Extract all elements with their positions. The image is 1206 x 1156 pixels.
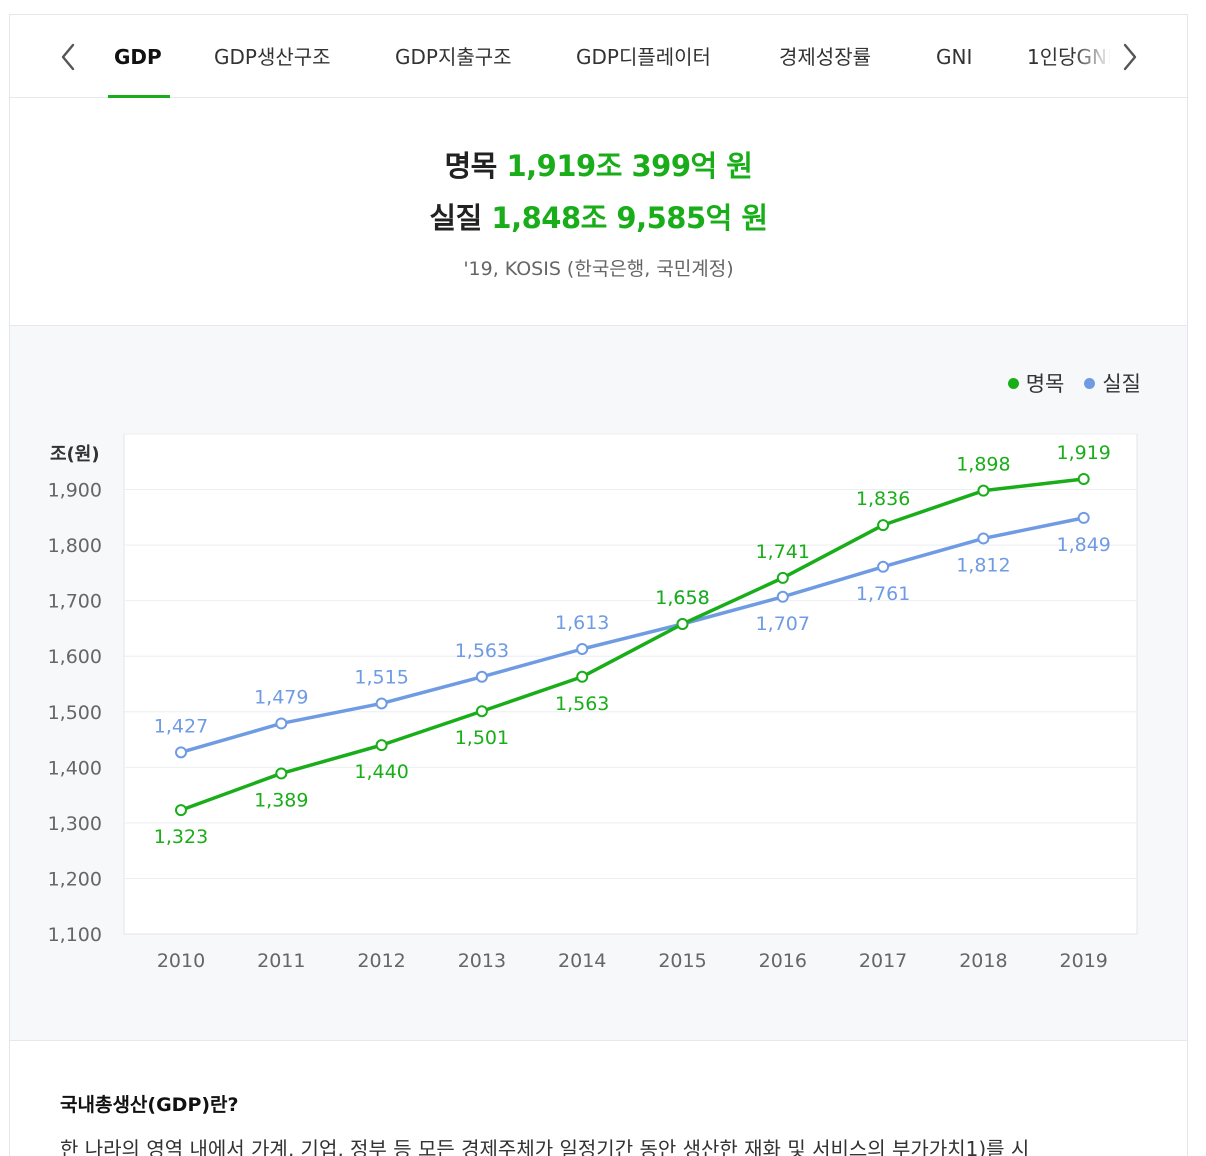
y-tick-label: 1,800	[48, 535, 102, 557]
x-tick-label: 2012	[357, 950, 405, 972]
data-point-nominal	[776, 571, 789, 584]
nominal-label: 명목	[444, 149, 498, 183]
data-label-real: 1,849	[1056, 534, 1110, 556]
y-tick-label: 1,700	[48, 591, 102, 613]
data-label-real: 1,707	[756, 613, 810, 635]
y-tick-label: 1,100	[48, 924, 102, 946]
data-point-nominal	[877, 519, 890, 532]
legend-item-real[interactable]: 실질	[1084, 368, 1141, 398]
x-tick-label: 2010	[157, 950, 205, 972]
x-tick-label: 2018	[959, 950, 1007, 972]
tab-gdp-deflator[interactable]: GDP디플레이터	[576, 45, 711, 69]
data-label-real: 1,658	[655, 587, 709, 609]
x-tick-label: 2013	[458, 950, 506, 972]
x-tick-label: 2015	[658, 950, 706, 972]
data-label-real: 1,761	[856, 583, 910, 605]
data-label-nominal: 1,501	[455, 727, 509, 749]
series-line-real	[179, 516, 1086, 755]
data-point-real	[475, 670, 488, 683]
tab-gdp-production[interactable]: GDP생산구조	[214, 45, 331, 69]
data-label-nominal: 1,898	[956, 454, 1010, 476]
y-tick-label: 1,600	[48, 646, 102, 668]
chevron-right-icon[interactable]	[1116, 37, 1144, 77]
data-point-nominal	[175, 804, 187, 817]
tab-gdp[interactable]: GDP	[108, 15, 170, 98]
x-tick-label: 2016	[759, 950, 807, 972]
data-point-nominal	[475, 705, 488, 718]
tab-growth-rate[interactable]: 경제성장률	[779, 45, 871, 69]
legend-dot-real	[1084, 377, 1096, 389]
data-label-nominal: 1,563	[555, 693, 609, 715]
y-tick-label: 1,300	[48, 813, 102, 835]
data-label-real: 1,563	[455, 640, 509, 662]
legend-dot-nominal	[1007, 377, 1019, 389]
data-point-real	[1077, 511, 1090, 524]
tab-bar: GDP GDP생산구조 GDP지출구조 GDP디플레이터 경제성장률 GNI 1…	[10, 15, 1187, 98]
data-label-nominal: 1,836	[856, 488, 910, 510]
data-label-nominal: 1,919	[1056, 442, 1110, 464]
chevron-left-icon[interactable]	[54, 37, 82, 77]
source-text: '19, KOSIS (한국은행, 국민계정)	[463, 258, 734, 280]
y-tick-label: 1,200	[48, 868, 102, 890]
tab-strip: GDP GDP생산구조 GDP지출구조 GDP디플레이터 경제성장률 GNI 1…	[100, 15, 1110, 98]
data-point-nominal	[275, 767, 288, 780]
series-line-nominal	[179, 477, 1086, 812]
data-point-real	[175, 746, 187, 759]
summary: 명목 1,919조 399억 원 실질 1,848조 9,585억 원 '19,…	[10, 99, 1187, 325]
y-axis-label: 조(원)	[50, 444, 100, 465]
real-label: 실질	[429, 201, 482, 235]
data-label-nominal: 1,658	[655, 587, 709, 609]
data-label-real: 1,613	[555, 612, 609, 634]
chart-area: 명목 실질 조(원) 1,100 1,200 1,300 1,400 1,500 1,600…	[10, 325, 1187, 1041]
data-point-nominal	[576, 670, 589, 683]
data-point-real	[776, 590, 789, 603]
data-point-nominal	[676, 618, 689, 630]
legend-item-nominal[interactable]: 명목	[1007, 368, 1065, 398]
data-label-nominal: 1,323	[154, 826, 208, 848]
real-value: 1,848조 9,585억 원	[491, 201, 768, 235]
data-label-real: 1,427	[154, 715, 208, 737]
data-label-real: 1,812	[956, 554, 1010, 576]
tab-gni[interactable]: GNI	[936, 45, 973, 69]
data-point-nominal	[977, 484, 990, 497]
legend-label-nominal: 명목	[1025, 372, 1065, 396]
x-tick-label: 2019	[1060, 950, 1108, 972]
data-point-nominal	[375, 739, 388, 752]
data-label-nominal: 1,389	[254, 789, 308, 811]
plot-background	[123, 433, 1138, 935]
data-point-real	[375, 697, 388, 710]
nominal-gdp-line: 명목 1,919조 399억 원	[10, 143, 1187, 185]
data-point-real	[977, 532, 990, 545]
data-point-real	[576, 643, 589, 655]
data-label-real: 1,479	[254, 686, 308, 708]
gdp-line-chart: 조(원) 1,100 1,200 1,300 1,400 1,500 1,600 1,700 1…	[48, 433, 1138, 972]
data-point-real	[275, 717, 288, 730]
data-point-real	[877, 560, 890, 573]
data-label-nominal: 1,440	[354, 761, 408, 783]
x-tick-label: 2014	[558, 950, 606, 972]
legend-label-real: 실질	[1102, 372, 1141, 396]
y-tick-label: 1,900	[48, 480, 102, 502]
y-tick-label: 1,500	[48, 702, 102, 724]
chart-legend: 명목 실질	[1007, 368, 1141, 398]
real-gdp-line: 실질 1,848조 9,585억 원	[10, 195, 1187, 237]
data-label-real: 1,515	[354, 666, 408, 688]
tab-gdp-expenditure[interactable]: GDP지출구조	[395, 45, 512, 69]
info-body: 한 나라의 영역 내에서 가계, 기업, 정부 등 모든 경제주체가 일정기간 …	[60, 1137, 1030, 1156]
gdp-card: GDP GDP생산구조 GDP지출구조 GDP디플레이터 경제성장률 GNI 1…	[9, 14, 1188, 1156]
nominal-value: 1,919조 399억 원	[506, 149, 753, 183]
x-tick-label: 2017	[859, 950, 907, 972]
tab-gni-per-capita[interactable]: 1인당GNI	[1027, 45, 1110, 69]
y-tick-label: 1,400	[48, 757, 102, 779]
x-tick-label: 2011	[257, 950, 305, 972]
data-label-nominal: 1,741	[756, 541, 810, 563]
data-point-nominal	[1077, 473, 1090, 485]
info-title: 국내총생산(GDP)란?	[60, 1094, 239, 1116]
